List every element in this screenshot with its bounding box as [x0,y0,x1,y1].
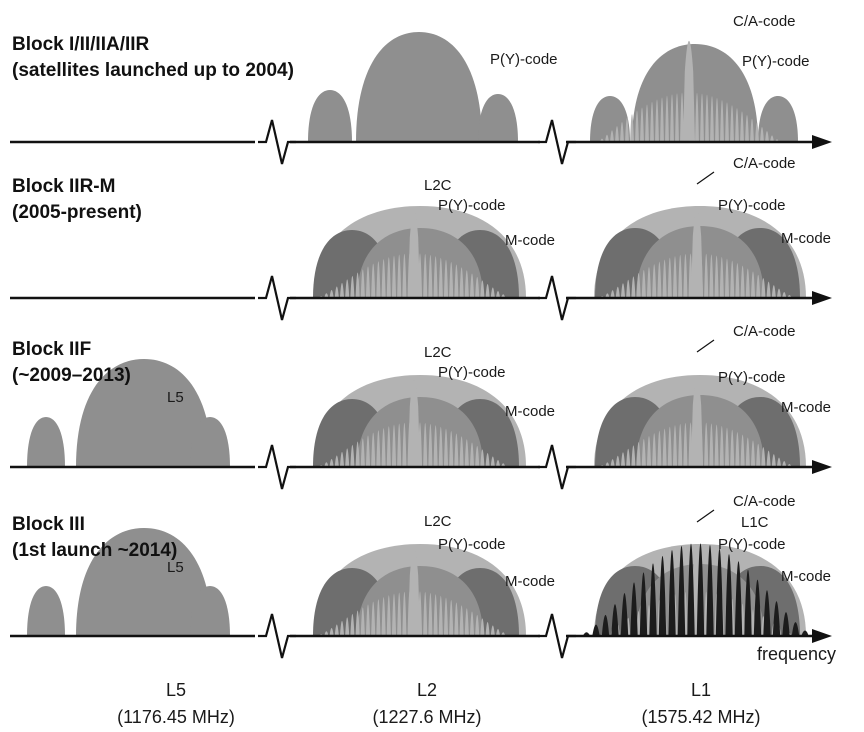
row4-l5-right-sidelobe [190,586,230,636]
row1-ca-main-spike [683,40,695,142]
band-l5-frequency: (1176.45 MHz) [117,707,235,727]
block-2-ca-code-label: C/A-code [733,155,796,172]
block-2-title-line2: (2005-present) [12,202,142,223]
block-1-title-line1: Block I/II/IIA/IIR [12,34,150,55]
band-l2-name: L2 [417,680,437,700]
row1-ca-sidelobes [600,92,779,142]
row4-axis-break-left [258,613,296,659]
block-2-l1-py-code-label: P(Y)-code [718,197,786,214]
block-4-l2c-label: L2C [424,513,452,530]
block-3-l2c-label: L2C [424,344,452,361]
row1-axis-break-right [538,119,576,165]
block-row-1: Block I/II/IIA/IIR (satellites launched … [10,13,832,165]
row3-axis-break-right [538,444,576,490]
row3-l1-ca-main-spike [691,378,703,467]
block-3-l1-py-code-label: P(Y)-code [718,369,786,386]
block-3-l1-m-code-label: M-code [781,399,831,416]
row2-l1-ca-main-spike [691,209,703,298]
row3-l5-right-sidelobe [190,417,230,467]
row3-l2c-sidelobes [319,422,506,467]
block-4-l2-py-code-label: P(Y)-code [438,536,506,553]
block-4-title-line2: (1st launch ~2014) [12,540,177,561]
row4-l2c-main-spike [408,548,420,636]
block-4-title-line1: Block III [12,514,85,535]
block-4-l1-m-code-label: M-code [781,568,831,585]
block-1-l1-py-code-label: P(Y)-code [742,53,810,70]
row2-graphics [10,171,832,321]
row4-l5-main-lobe [76,528,212,636]
row1-l1-py-left-sidelobe [590,96,630,142]
row2-l2c-sidelobes [319,253,506,298]
band-l1-name: L1 [691,680,711,700]
block-row-2: Block IIR-M (2005-present) L2C P(Y)-code… [10,155,832,321]
block-2-l2-py-code-label: P(Y)-code [438,197,506,214]
row1-axis-break-left [258,119,296,165]
row1-l2-py-main-lobe [356,32,482,142]
block-3-title-line2: (~2009–2013) [12,365,131,386]
frequency-axis-label: frequency [757,644,836,664]
row3-frequency-baseline-arrowhead [812,460,832,474]
row2-frequency-baseline-arrowhead [812,291,832,305]
block-4-ca-code-label: C/A-code [733,493,796,510]
block-row-4: Block III (1st launch ~2014) L5 L2C P(Y)… [10,493,832,659]
block-2-l2c-label: L2C [424,177,452,194]
block-3-l5-label: L5 [167,389,184,406]
row4-l5-left-sidelobe [27,586,65,636]
block-2-l2-m-code-label: M-code [505,232,555,249]
row4-l1c-signal [582,543,809,636]
row1-frequency-baseline-arrowhead [812,135,832,149]
row4-ca-callout-line [696,509,715,523]
block-3-l2-m-code-label: M-code [505,403,555,420]
row3-axis-break-left [258,444,296,490]
block-2-l1-m-code-label: M-code [781,230,831,247]
block-3-title-line1: Block IIF [12,339,91,360]
row4-axis-break-right [538,613,576,659]
row2-axis-break-right [538,275,576,321]
block-4-l5-label: L5 [167,559,184,576]
row3-l5-left-sidelobe [27,417,65,467]
block-4-l1c-label: L1C [741,514,769,531]
row2-l2c-main-spike [408,210,420,298]
row3-ca-callout-line [696,339,715,353]
block-3-l2-py-code-label: P(Y)-code [438,364,506,381]
row3-graphics [10,339,832,490]
row4-l2c-sidelobes [319,591,506,636]
block-row-3: Block IIF (~2009–2013) L5 L2C P(Y)-code … [10,323,832,490]
row1-l1-py-right-sidelobe [758,96,798,142]
block-4-l2-m-code-label: M-code [505,573,555,590]
band-l1-frequency: (1575.42 MHz) [641,707,760,727]
block-3-ca-code-label: C/A-code [733,323,796,340]
row4-frequency-baseline-arrowhead [812,629,832,643]
block-1-ca-code-label: C/A-code [733,13,796,30]
block-4-l1-py-code-label: P(Y)-code [718,536,786,553]
row1-l2-py-left-sidelobe [308,90,352,142]
row3-l2c-main-spike [408,379,420,467]
block-1-title-line2: (satellites launched up to 2004) [12,60,294,81]
row2-axis-break-left [258,275,296,321]
row1-l2-py-right-sidelobe [478,94,518,142]
block-2-title-line1: Block IIR-M [12,176,115,197]
block-1-l2-py-code-label: P(Y)-code [490,51,558,68]
row2-ca-callout-line [696,171,715,185]
row4-graphics [10,509,832,659]
band-l5-name: L5 [166,680,186,700]
band-l2-frequency: (1227.6 MHz) [372,707,481,727]
row3-l5-main-lobe [76,359,212,467]
row1-graphics [10,32,832,165]
